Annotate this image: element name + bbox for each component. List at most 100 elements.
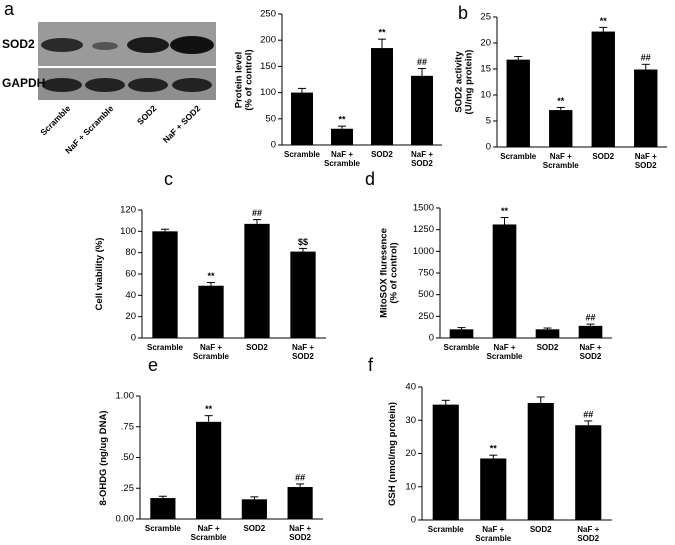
y-tick-label: 30 (405, 415, 416, 426)
y-tick-label: 100 (120, 226, 136, 237)
significance-label: ** (600, 16, 608, 26)
bar (634, 69, 658, 147)
significance-label: ** (207, 271, 215, 281)
x-tick-label: Scramble (144, 524, 181, 533)
x-tick-label: SOD2 (371, 150, 393, 159)
y-tick-label: 20 (405, 448, 416, 459)
panel-letter: f (368, 355, 374, 375)
y-tick-label: 0 (131, 333, 136, 344)
bar (411, 75, 433, 145)
y-tick-label: .50 (121, 452, 134, 463)
panel-letter: e (148, 355, 159, 375)
bar (449, 329, 474, 338)
x-tick-label: NaF + SOD2 (291, 343, 314, 361)
bar (196, 421, 222, 519)
y-axis-label: SOD2 activity (U/mg protein) (453, 49, 475, 115)
x-tick-label: SOD2 (243, 524, 266, 533)
band (170, 36, 214, 54)
bar (492, 224, 517, 338)
y-tick-label: 25 (480, 12, 491, 23)
band (172, 78, 212, 92)
y-tick-label: 0.00 (116, 514, 135, 525)
y-tick-label: .75 (121, 421, 134, 432)
y-tick-label: 40 (125, 290, 136, 301)
y-axis-label: Protein level (% of control) (233, 48, 255, 111)
significance-label: ** (501, 206, 509, 216)
bar (150, 498, 176, 519)
y-axis-label: Cell viability (%) (93, 237, 105, 311)
y-tick-label: 1.00 (116, 391, 135, 402)
significance-label: ## (252, 208, 262, 218)
bar (291, 92, 313, 145)
y-tick-label: 60 (125, 269, 136, 280)
x-tick-label: Scramble (146, 343, 184, 352)
bar (549, 110, 573, 147)
significance-label: ** (338, 115, 346, 125)
x-tick-label: SOD2 (536, 343, 559, 352)
bar (287, 487, 313, 519)
y-tick-label: 750 (418, 268, 434, 279)
x-tick-label: NaF + Scramble (323, 150, 361, 168)
y-tick-label: 0 (429, 333, 434, 344)
x-tick-label: Scramble (427, 525, 464, 534)
x-tick-label: NaF + Scramble (542, 152, 579, 170)
panel-letter: d (365, 169, 376, 189)
bar (244, 223, 270, 338)
significance-label: ## (417, 57, 427, 67)
x-tick-label: NaF + SOD2 (577, 525, 600, 543)
y-tick-label: 20 (125, 311, 136, 322)
y-tick-label: 1000 (413, 246, 434, 257)
western-blot (38, 22, 216, 100)
x-tick-label: NaF + Scramble (475, 525, 512, 543)
significance-label: ## (641, 53, 651, 63)
y-tick-label: 50 (265, 113, 276, 124)
significance-label: ## (583, 409, 593, 419)
bar (331, 128, 353, 145)
y-tick-label: 500 (418, 289, 434, 300)
x-tick-label: NaF + Scramble (190, 524, 227, 542)
y-tick-label: 0 (486, 142, 491, 153)
y-tick-label: 10 (405, 481, 416, 492)
bar (591, 31, 615, 148)
significance-label: ** (378, 28, 386, 38)
x-tick-label: NaF + Scramble (486, 343, 523, 361)
band (85, 78, 125, 92)
y-tick-label: 150 (260, 61, 276, 72)
y-tick-label: 1500 (413, 203, 434, 214)
y-tick-label: 0 (411, 515, 416, 526)
band (127, 37, 169, 53)
bar (578, 325, 603, 338)
x-tick-label: NaF + SOD2 (410, 150, 433, 168)
bar (480, 458, 507, 520)
significance-label: ** (557, 96, 565, 106)
x-tick-label: NaF + SOD2 (289, 524, 312, 542)
y-tick-label: 20 (480, 38, 491, 49)
bar (535, 329, 560, 338)
y-tick-label: 10 (480, 90, 491, 101)
y-tick-label: 5 (486, 116, 491, 127)
x-tick-label: NaF + SOD2 (579, 343, 602, 361)
significance-label: $$ (298, 237, 308, 247)
x-tick-label: Scramble (500, 152, 537, 161)
x-tick-label: NaF + SOD2 (634, 152, 657, 170)
x-tick-label: Scramble (443, 343, 480, 352)
y-axis-label: MitoSOX fluresence (% of control) (378, 228, 400, 318)
significance-label: ** (205, 404, 213, 414)
band (128, 78, 168, 92)
blot-row-label: SOD2 (2, 37, 35, 51)
bar (290, 251, 316, 338)
y-tick-label: 40 (405, 382, 416, 393)
panel-letter: a (4, 0, 15, 19)
y-tick-label: 15 (480, 64, 491, 75)
bar (152, 231, 178, 338)
band (41, 38, 83, 52)
y-tick-label: 250 (418, 311, 434, 322)
significance-label: ## (295, 472, 305, 482)
band (42, 78, 82, 92)
bar (432, 404, 459, 520)
bar (241, 499, 267, 519)
significance-label: ## (585, 313, 595, 323)
y-axis-label: GSH (nmol/mg protein) (386, 401, 398, 506)
